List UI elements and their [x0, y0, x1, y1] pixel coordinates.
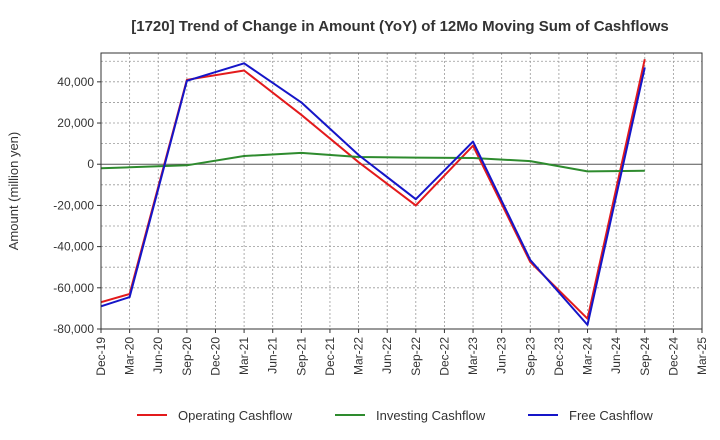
legend: Operating Cashflow Investing Cashflow Free… — [137, 408, 653, 423]
x-tick-label: Sep-20 — [180, 337, 194, 376]
y-tick-label: 20,000 — [57, 116, 94, 130]
x-tick-label: Sep-21 — [294, 337, 308, 376]
y-tick-label: -20,000 — [53, 198, 94, 212]
x-tick-label: Sep-23 — [523, 337, 537, 376]
plot-frame — [100, 52, 703, 330]
series-group — [100, 58, 646, 326]
x-tick-label: Dec-20 — [209, 337, 223, 376]
x-tick-label: Mar-23 — [466, 337, 480, 375]
y-axis-ticks: 40,000 20,000 0 -20,000 -40,000 -60,000 -80,00… — [53, 75, 101, 336]
series-line-investing-cashflow — [100, 151, 645, 173]
y-tick-label: -80,000 — [53, 322, 94, 336]
x-tick-label: Jun-23 — [495, 337, 509, 374]
x-tick-label: Dec-23 — [552, 337, 566, 376]
x-tick-label: Dec-19 — [94, 337, 108, 376]
x-tick-label: Jun-20 — [151, 337, 165, 374]
x-tick-label: Jun-24 — [609, 337, 623, 374]
x-axis-ticks: Dec-19 Mar-20 Jun-20 Sep-20 Dec-20 Mar-21 Jun-… — [94, 329, 709, 376]
x-tick-label: Sep-24 — [638, 337, 652, 376]
x-tick-label: Jun-22 — [380, 337, 394, 374]
y-tick-label: -60,000 — [53, 281, 94, 295]
legend-label-investing-cashflow: Investing Cashflow — [376, 408, 486, 423]
series-line-free-cashflow — [100, 62, 646, 326]
y-axis-label: Amount (million yen) — [6, 132, 21, 251]
x-tick-label: Jun-21 — [266, 337, 280, 374]
legend-label-free-cashflow: Free Cashflow — [569, 408, 653, 423]
x-tick-label: Dec-22 — [437, 337, 451, 376]
x-tick-label: Dec-21 — [323, 337, 337, 376]
x-tick-label: Mar-21 — [237, 337, 251, 375]
x-tick-label: Dec-24 — [666, 337, 680, 376]
x-tick-label: Mar-20 — [123, 337, 137, 375]
x-tick-label: Mar-24 — [581, 337, 595, 375]
x-tick-label: Mar-22 — [352, 337, 366, 375]
x-tick-label: Mar-25 — [695, 337, 709, 375]
plot-area — [101, 53, 702, 329]
grid — [101, 53, 702, 329]
y-tick-label: -40,000 — [53, 240, 94, 254]
y-tick-label: 0 — [87, 157, 94, 171]
legend-label-operating-cashflow: Operating Cashflow — [178, 408, 293, 423]
y-tick-label: 40,000 — [57, 75, 94, 89]
x-tick-label: Sep-22 — [409, 337, 423, 376]
chart-title: [1720] Trend of Change in Amount (YoY) o… — [131, 18, 669, 35]
